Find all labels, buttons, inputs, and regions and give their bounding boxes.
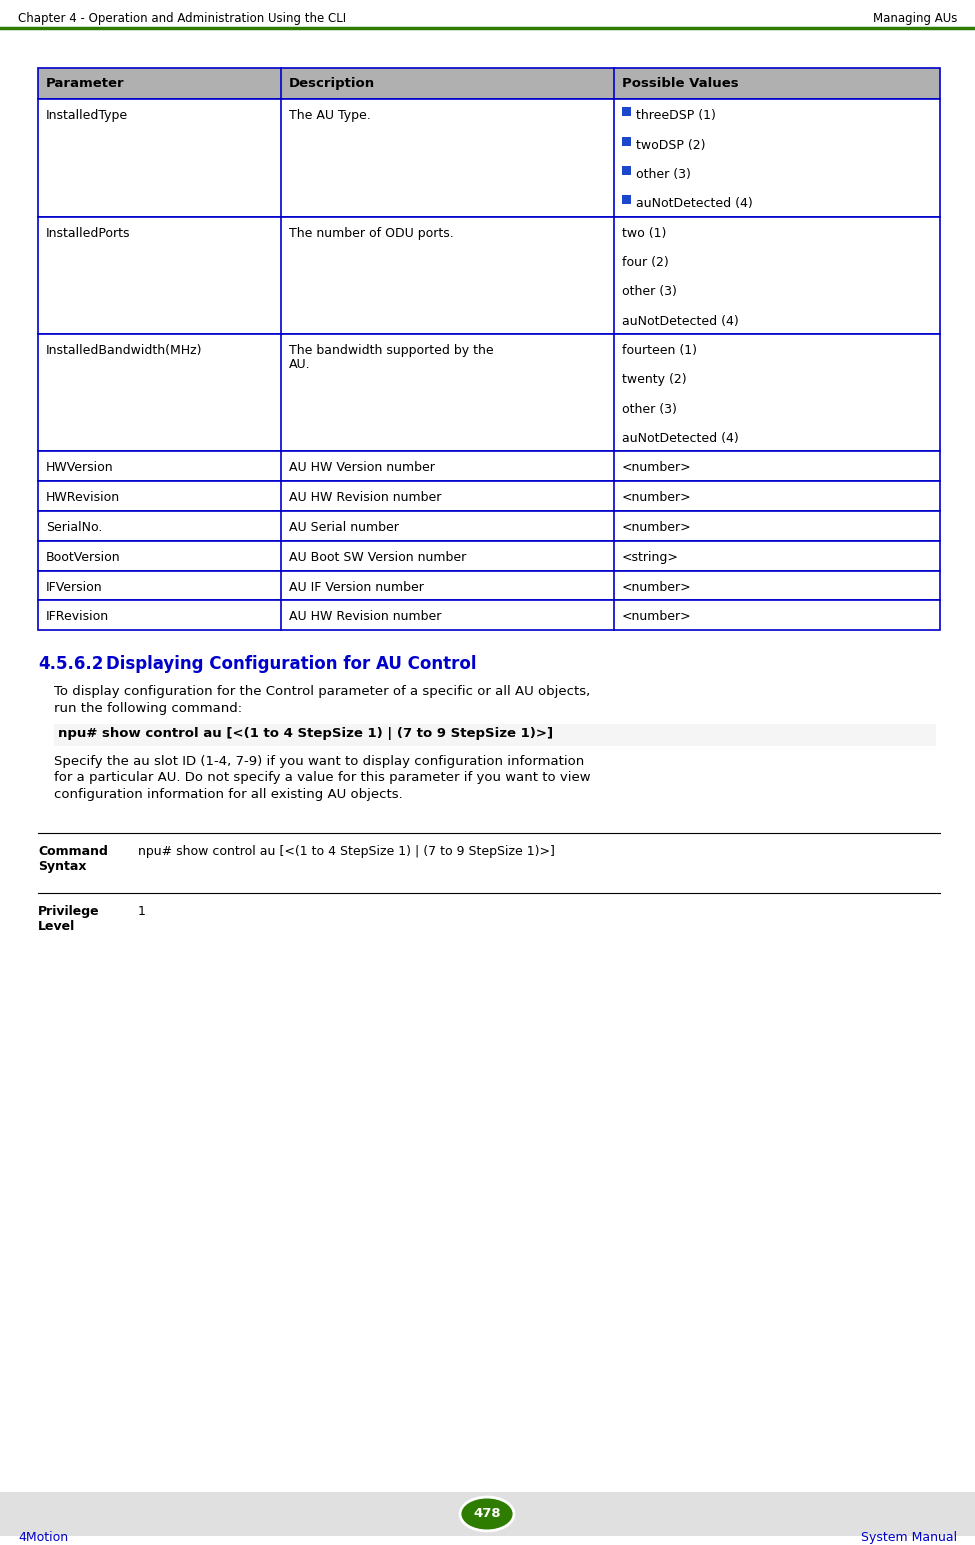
- Text: IFVersion: IFVersion: [46, 581, 102, 593]
- Bar: [38, 334, 940, 451]
- Text: AU IF Version number: AU IF Version number: [289, 581, 424, 593]
- Text: <number>: <number>: [622, 581, 691, 593]
- Text: other (3): other (3): [622, 286, 677, 298]
- Text: The AU Type.: The AU Type.: [289, 110, 370, 122]
- Text: System Manual: System Manual: [861, 1531, 957, 1543]
- Text: <number>: <number>: [622, 521, 691, 535]
- Text: AU Serial number: AU Serial number: [289, 521, 399, 535]
- Text: HWRevision: HWRevision: [46, 491, 120, 504]
- Text: auNotDetected (4): auNotDetected (4): [622, 433, 739, 445]
- Bar: [622, 107, 631, 116]
- Bar: [622, 195, 631, 204]
- Text: two (1): two (1): [622, 227, 666, 239]
- Text: Chapter 4 - Operation and Administration Using the CLI: Chapter 4 - Operation and Administration…: [18, 12, 346, 25]
- Text: auNotDetected (4): auNotDetected (4): [636, 198, 753, 210]
- Text: auNotDetected (4): auNotDetected (4): [622, 315, 739, 328]
- Bar: [38, 99, 940, 216]
- Text: To display configuration for the Control parameter of a specific or all AU objec: To display configuration for the Control…: [54, 684, 590, 698]
- Bar: [54, 723, 936, 746]
- Text: The bandwidth supported by the: The bandwidth supported by the: [289, 345, 493, 357]
- Text: BootVersion: BootVersion: [46, 550, 121, 564]
- Text: twenty (2): twenty (2): [622, 374, 686, 386]
- Text: InstalledPorts: InstalledPorts: [46, 227, 131, 239]
- Bar: [38, 511, 940, 541]
- Text: 1: 1: [138, 905, 146, 918]
- Text: Command
Syntax: Command Syntax: [38, 845, 108, 873]
- Text: npu# show control au [<(1 to 4 StepSize 1) | (7 to 9 StepSize 1)>]: npu# show control au [<(1 to 4 StepSize …: [138, 845, 555, 857]
- Text: AU HW Version number: AU HW Version number: [289, 462, 435, 474]
- Text: AU.: AU.: [289, 358, 311, 371]
- Text: InstalledType: InstalledType: [46, 110, 128, 122]
- Text: AU Boot SW Version number: AU Boot SW Version number: [289, 550, 466, 564]
- Bar: [0, 1492, 975, 1536]
- Text: for a particular AU. Do not specify a value for this parameter if you want to vi: for a particular AU. Do not specify a va…: [54, 771, 591, 785]
- Text: <number>: <number>: [622, 491, 691, 504]
- Text: AU HW Revision number: AU HW Revision number: [289, 491, 442, 504]
- Ellipse shape: [460, 1497, 514, 1531]
- Text: <string>: <string>: [622, 550, 679, 564]
- Text: twoDSP (2): twoDSP (2): [636, 139, 706, 151]
- Text: <number>: <number>: [622, 610, 691, 623]
- Text: threeDSP (1): threeDSP (1): [636, 110, 716, 122]
- Bar: [38, 601, 940, 630]
- Text: run the following command:: run the following command:: [54, 701, 242, 715]
- Text: 4.5.6.2: 4.5.6.2: [38, 655, 103, 674]
- Text: HWVersion: HWVersion: [46, 462, 114, 474]
- Text: fourteen (1): fourteen (1): [622, 345, 697, 357]
- Bar: [38, 480, 940, 511]
- Bar: [622, 136, 631, 145]
- Text: 478: 478: [473, 1508, 501, 1520]
- Text: Description: Description: [289, 77, 375, 90]
- Text: other (3): other (3): [622, 403, 677, 416]
- Bar: [622, 165, 631, 175]
- Text: Possible Values: Possible Values: [622, 77, 739, 90]
- Bar: [38, 451, 940, 480]
- Text: SerialNo.: SerialNo.: [46, 521, 102, 535]
- Text: <number>: <number>: [622, 462, 691, 474]
- Text: npu# show control au [<(1 to 4 StepSize 1) | (7 to 9 StepSize 1)>]: npu# show control au [<(1 to 4 StepSize …: [58, 726, 553, 740]
- Text: four (2): four (2): [622, 256, 669, 269]
- Text: Parameter: Parameter: [46, 77, 125, 90]
- Text: IFRevision: IFRevision: [46, 610, 109, 623]
- Bar: [38, 541, 940, 570]
- Text: Privilege
Level: Privilege Level: [38, 905, 99, 933]
- Bar: [38, 216, 940, 334]
- Bar: [38, 570, 940, 601]
- Text: 4Motion: 4Motion: [18, 1531, 68, 1543]
- Text: Displaying Configuration for AU Control: Displaying Configuration for AU Control: [106, 655, 477, 674]
- Text: AU HW Revision number: AU HW Revision number: [289, 610, 442, 623]
- Text: The number of ODU ports.: The number of ODU ports.: [289, 227, 453, 239]
- Text: other (3): other (3): [636, 168, 691, 181]
- Text: InstalledBandwidth(MHz): InstalledBandwidth(MHz): [46, 345, 203, 357]
- Text: Specify the au slot ID (1-4, 7-9) if you want to display configuration informati: Specify the au slot ID (1-4, 7-9) if you…: [54, 754, 584, 768]
- Bar: [38, 68, 940, 99]
- Text: configuration information for all existing AU objects.: configuration information for all existi…: [54, 788, 403, 802]
- Text: Managing AUs: Managing AUs: [873, 12, 957, 25]
